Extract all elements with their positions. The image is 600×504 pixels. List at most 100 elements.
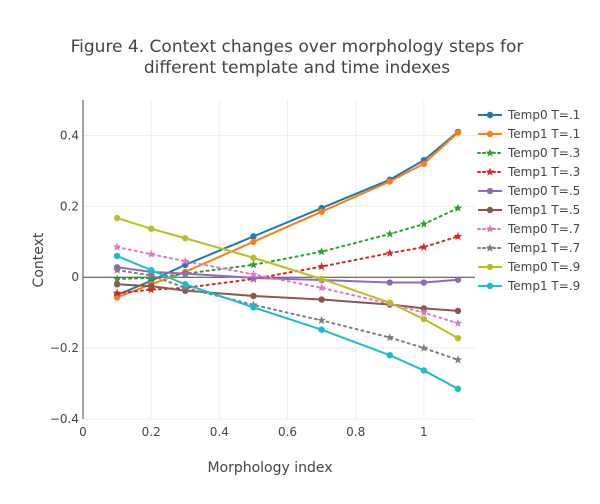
legend[interactable]: Temp0 T=.1 Temp1 T=.1 Temp0 T=.3 Temp1 T=.3… <box>477 108 580 293</box>
plot-area <box>112 128 463 393</box>
data-point <box>113 252 121 260</box>
legend-item[interactable]: Temp1 T=.3 <box>477 165 580 179</box>
y-tick-label: 0.4 <box>60 128 79 142</box>
data-point <box>454 334 462 342</box>
data-point <box>113 214 121 222</box>
x-tick-label: 0.8 <box>346 425 365 439</box>
legend-item[interactable]: Temp0 T=.9 <box>478 260 580 274</box>
data-point <box>112 242 122 251</box>
data-point <box>419 242 429 251</box>
legend-item[interactable]: Temp1 T=.5 <box>478 203 580 217</box>
legend-label: Temp1 T=.9 <box>507 279 580 293</box>
data-point <box>112 265 122 274</box>
legend-label: Temp0 T=.9 <box>507 260 580 274</box>
data-point <box>453 203 463 212</box>
data-point <box>386 178 393 185</box>
data-point <box>420 160 428 167</box>
legend-item[interactable]: Temp0 T=.5 <box>478 184 580 198</box>
x-tick-label: 0 <box>79 425 87 439</box>
x-tick-label: 0.6 <box>278 425 297 439</box>
data-point <box>249 260 258 269</box>
data-point <box>146 270 156 280</box>
series-7 <box>112 242 463 327</box>
data-point <box>113 281 121 288</box>
x-tick-label: 0.2 <box>142 425 161 439</box>
legend-item[interactable]: Temp1 T=.9 <box>478 279 580 293</box>
data-point <box>182 281 189 288</box>
data-point <box>317 283 326 292</box>
data-point <box>454 385 462 393</box>
data-point <box>454 307 462 315</box>
data-point <box>318 208 325 215</box>
chart-title: Figure 4. Context changes over morpholog… <box>71 37 524 78</box>
y-tick-label: −0.4 <box>50 412 79 426</box>
y-tick-label: 0.2 <box>60 199 79 213</box>
legend-item[interactable]: Temp0 T=.3 <box>477 146 580 160</box>
data-point <box>180 256 190 265</box>
series-line <box>116 217 459 340</box>
data-point <box>420 315 428 323</box>
series-line <box>116 131 459 299</box>
data-point <box>147 282 155 290</box>
data-point <box>146 273 156 282</box>
y-axis-title: Context <box>31 232 47 287</box>
data-point <box>420 367 428 374</box>
chart-title-line-2: different template and time indexes <box>144 58 450 78</box>
series-line <box>117 283 459 312</box>
legend-label: Temp1 T=.7 <box>507 241 580 255</box>
series-line <box>116 131 459 296</box>
series-10 <box>113 252 462 393</box>
series-line <box>116 269 459 361</box>
series-9 <box>113 214 462 342</box>
data-point <box>454 276 462 283</box>
legend-marker-swatch <box>485 243 495 252</box>
legend-label: Temp1 T=.1 <box>507 127 580 141</box>
legend-item[interactable]: Temp1 T=.1 <box>478 127 580 141</box>
x-axis-title: Morphology index <box>207 460 332 476</box>
data-point <box>386 279 393 286</box>
data-point <box>317 247 326 256</box>
data-point <box>386 352 393 359</box>
series-line <box>116 255 459 390</box>
data-point <box>146 249 156 258</box>
legend-marker-swatch <box>485 148 495 157</box>
legend-marker-swatch <box>486 130 494 138</box>
data-point <box>385 248 395 257</box>
data-point <box>113 294 121 301</box>
data-point <box>453 318 463 327</box>
data-point <box>147 266 155 274</box>
series-line <box>116 246 459 325</box>
data-point <box>420 279 428 286</box>
legend-item[interactable]: Temp0 T=.7 <box>477 222 580 236</box>
legend-label: Temp0 T=.5 <box>507 184 580 198</box>
x-tick-label: 1 <box>420 425 428 439</box>
data-point <box>112 274 122 283</box>
data-point <box>318 275 325 283</box>
legend-marker-swatch <box>486 111 494 119</box>
data-point <box>250 292 257 300</box>
data-point <box>318 296 325 303</box>
data-point <box>112 288 122 297</box>
data-point <box>385 229 395 238</box>
data-point <box>419 219 429 228</box>
series-line <box>116 207 459 280</box>
data-point <box>249 269 258 279</box>
data-point <box>317 262 326 271</box>
data-point <box>250 233 257 240</box>
y-tick-label: −0.2 <box>50 341 79 355</box>
data-point <box>453 231 463 241</box>
legend-item[interactable]: Temp1 T=.7 <box>477 241 580 255</box>
axes: 0 0.2 0.4 0.6 0.8 1 −0.4 −0.2 0 0.2 0.4 <box>50 100 428 439</box>
legend-label: Temp1 T=.3 <box>507 165 580 179</box>
legend-item[interactable]: Temp0 T=.1 <box>478 108 580 122</box>
legend-label: Temp0 T=.3 <box>507 146 580 160</box>
chart-title-line-1: Figure 4. Context changes over morpholog… <box>71 37 524 57</box>
data-point <box>386 299 393 306</box>
data-point <box>250 254 257 261</box>
data-point <box>147 225 155 232</box>
y-tick-label: 0 <box>71 270 79 284</box>
data-point <box>250 304 257 311</box>
legend-marker-swatch <box>486 282 494 290</box>
